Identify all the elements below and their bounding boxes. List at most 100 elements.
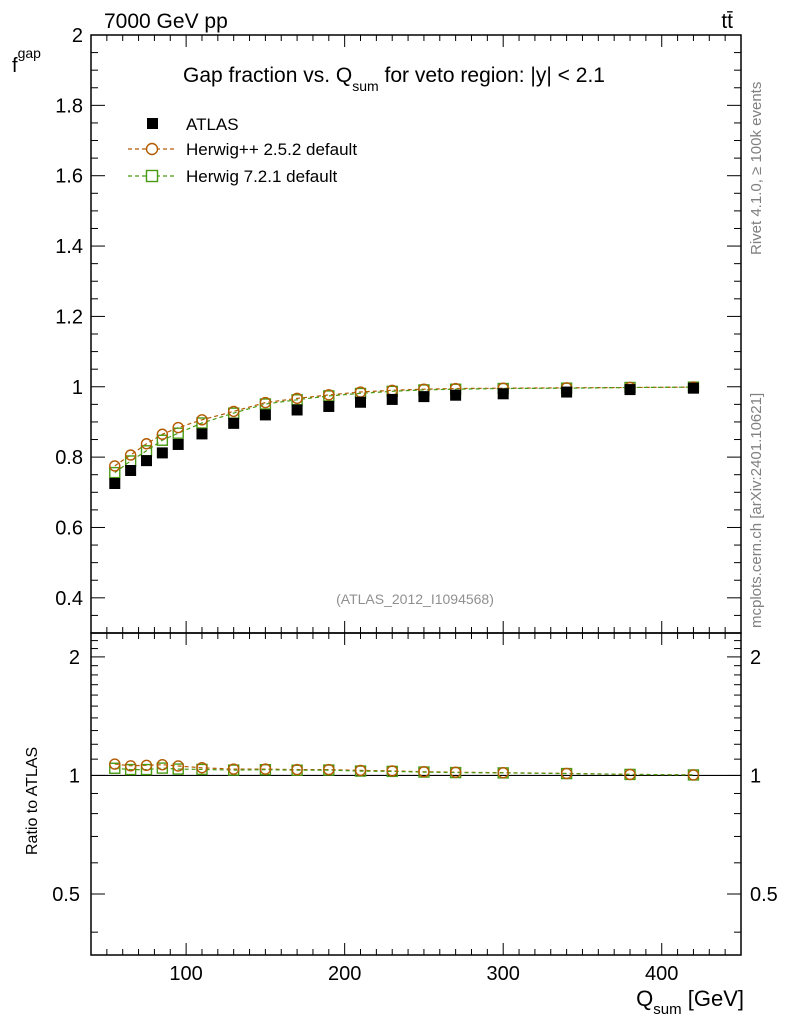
legend-marker-herwigpp <box>145 142 159 156</box>
legend-label-atlas: ATLAS <box>186 115 239 134</box>
herwigpp-point <box>172 421 184 434</box>
x-tick-label: 300 <box>487 963 520 985</box>
main-y-tick-label: 0.4 <box>55 588 83 610</box>
mcplots-label: mcplots.cern.ch [arXiv:2401.10621] <box>748 393 765 628</box>
herwigpp-point <box>124 449 137 461</box>
header-process-label: tt̄ <box>721 10 733 33</box>
ratio-herwigpp-point <box>449 766 462 778</box>
atlas-point <box>125 464 137 476</box>
ratio-herwigpp-point <box>259 763 272 775</box>
main-ticks: 0.4 0.6 0.8 1 1.2 1.4 1.6 1.8 2 <box>55 25 742 634</box>
legend-marker-atlas <box>147 118 158 129</box>
main-y-tick-label: 1.2 <box>55 306 83 328</box>
ratio-herwigpp-point <box>624 768 636 781</box>
main-title: Gap fraction vs. Qsum for veto region: |… <box>183 64 605 94</box>
atlas-point <box>109 478 121 489</box>
atlas-point <box>291 404 303 416</box>
atlas-point <box>259 409 271 421</box>
ratio-herwigpp-point <box>354 764 367 777</box>
main-title-subscript: sum <box>352 78 378 94</box>
series-line-herwigpp <box>114 386 694 467</box>
ratio-herwigpp-point <box>291 763 303 776</box>
header-energy-label: 7000 GeV pp <box>104 10 228 33</box>
ratio-herwigpp-point <box>124 760 137 772</box>
ratio-xlabel-subscript: sum <box>653 1001 681 1018</box>
main-panel: 0.4 0.6 0.8 1 1.2 1.4 1.6 1.8 2 Gap fraction vs.… <box>12 25 742 634</box>
legend: ATLAS Herwig++ 2.5.2 default Herwig 7.2.… <box>128 115 357 186</box>
ratio-herwig7-point <box>124 763 137 776</box>
main-y-tick-label: 1.8 <box>55 95 83 117</box>
main-ylabel: fgap <box>12 45 41 77</box>
ratio-herwigpp-point <box>172 760 184 772</box>
main-ylabel-subscript: gap <box>18 45 42 61</box>
herwig7-point <box>196 417 208 429</box>
ratio-y-tick-label: 1 <box>69 765 80 787</box>
ratio-herwig7-point <box>109 762 121 774</box>
atlas-point <box>228 417 240 429</box>
atlas-point <box>386 393 398 405</box>
ratio-herwigpp-point <box>227 763 240 775</box>
herwigpp-point <box>227 405 240 418</box>
atlas-point <box>140 455 152 467</box>
ratio-panel: 100 200 300 400 0.5 0.5 1 1 2 2 Ratio to ATLAS Qs… <box>24 632 778 1018</box>
atlas-point <box>172 438 184 450</box>
main-y-tick-label: 1.4 <box>55 236 83 258</box>
ratio-herwig7-point <box>172 763 184 775</box>
ratio-herwigpp-point <box>386 765 398 777</box>
ratio-xlabel: Qsum [GeV] <box>636 986 744 1018</box>
ratio-herwigpp-point <box>196 762 208 774</box>
herwig7-point <box>156 434 169 446</box>
main-series <box>109 381 700 489</box>
herwigpp-point <box>323 389 335 401</box>
legend-label-herwig7: Herwig 7.2.1 default <box>186 167 337 186</box>
main-y-tick-label: 0.6 <box>55 517 83 539</box>
ratio-ticks: 100 200 300 400 0.5 0.5 1 1 2 2 <box>52 633 778 985</box>
atlas-point <box>418 391 430 403</box>
herwigpp-point <box>259 396 272 409</box>
atlas-point <box>497 388 509 400</box>
ratio-herwigpp-point <box>156 758 169 771</box>
ratio-herwigpp-point <box>140 759 153 772</box>
series-line-herwig7 <box>114 386 694 474</box>
atlas-point <box>196 428 208 440</box>
analysis-id-label: (ATLAS_2012_I1094568) <box>336 591 494 607</box>
ratio-y-tick-label: 0.5 <box>52 884 80 906</box>
x-tick-label: 100 <box>169 963 202 985</box>
ratio-xlabel-rest: [GeV] <box>682 986 744 1011</box>
atlas-point <box>323 400 335 412</box>
atlas-point <box>355 396 367 408</box>
x-tick-label: 400 <box>645 963 678 985</box>
ratio-y-tick-label-right: 1 <box>750 765 761 787</box>
ratio-herwigpp-point <box>109 758 121 770</box>
herwigpp-point <box>109 460 121 472</box>
main-y-tick-label: 2 <box>72 25 83 47</box>
ratio-y-tick-label-right: 0.5 <box>750 884 778 906</box>
atlas-point <box>561 386 573 398</box>
ratio-y-tick-label-right: 2 <box>750 647 761 669</box>
ratio-herwig7-point <box>156 762 169 774</box>
ratio-frame <box>90 632 742 956</box>
herwigpp-point <box>291 392 303 405</box>
herwigpp-point <box>156 428 169 440</box>
atlas-point <box>687 382 699 394</box>
herwigpp-point <box>196 414 208 426</box>
main-title-text: Gap fraction vs. Q <box>183 64 352 87</box>
herwigpp-point <box>140 438 153 450</box>
atlas-point <box>624 384 636 396</box>
herwig7-point <box>109 466 121 479</box>
main-y-tick-label: 1.6 <box>55 166 83 188</box>
legend-marker-herwig7 <box>145 169 159 183</box>
x-tick-label: 200 <box>328 963 361 985</box>
main-y-tick-label: 1 <box>72 377 83 399</box>
ratio-herwigpp-point <box>560 767 573 780</box>
atlas-point <box>450 389 462 401</box>
main-title-rest: for veto region: |y| < 2.1 <box>379 64 605 87</box>
ratio-herwigpp-point <box>497 767 509 779</box>
ratio-ylabel: Ratio to ATLAS <box>24 747 41 855</box>
ratio-y-tick-label: 2 <box>69 647 80 669</box>
main-y-tick-label: 0.8 <box>55 447 83 469</box>
atlas-point <box>156 447 168 459</box>
rivet-version-label: Rivet 4.1.0, ≥ 100k events <box>748 82 765 255</box>
ratio-herwigpp-point <box>687 769 700 781</box>
